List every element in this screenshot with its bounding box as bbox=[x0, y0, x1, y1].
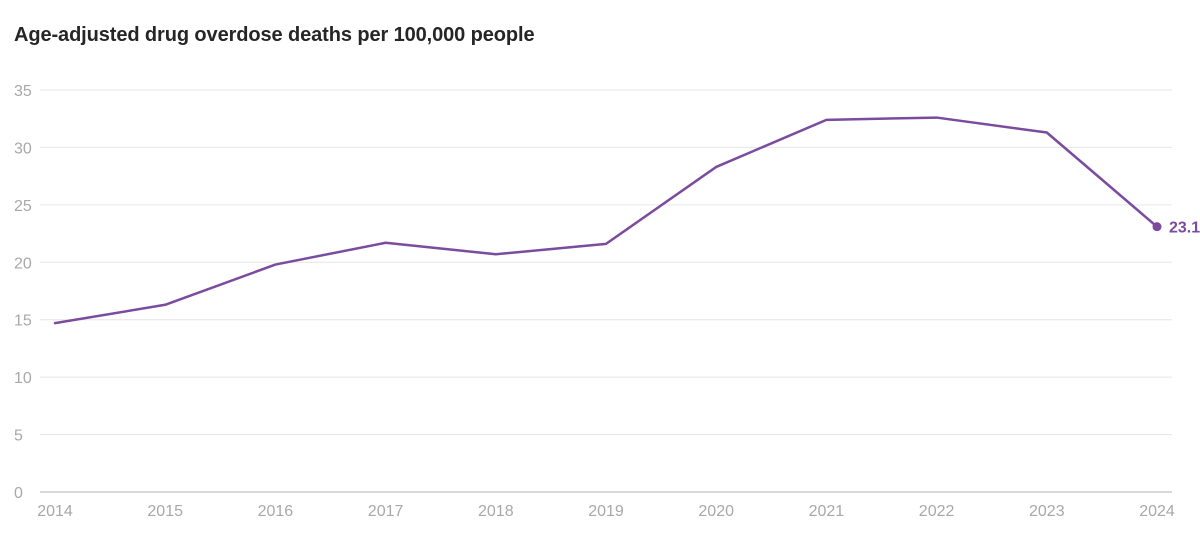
y-tick-label: 20 bbox=[14, 255, 32, 272]
series-line bbox=[53, 116, 1159, 325]
x-tick-label: 2023 bbox=[1029, 503, 1065, 520]
x-tick-label: 2017 bbox=[368, 503, 404, 520]
y-tick-label: 0 bbox=[14, 485, 23, 502]
y-tick-label: 25 bbox=[14, 198, 32, 215]
y-tick-label: 30 bbox=[14, 140, 32, 157]
x-tick-label: 2024 bbox=[1139, 503, 1175, 520]
x-axis-ticks: 2014 2015 2016 2017 2018 2019 2020 2021 2022 2023… bbox=[37, 503, 1175, 520]
x-tick-label: 2015 bbox=[147, 503, 183, 520]
y-axis-ticks: 0 5 10 15 20 25 30 35 bbox=[14, 83, 32, 502]
x-tick-label: 2014 bbox=[37, 503, 73, 520]
y-tick-label: 10 bbox=[14, 370, 32, 387]
x-tick-label: 2019 bbox=[588, 503, 624, 520]
y-tick-label: 15 bbox=[14, 313, 32, 330]
x-tick-label: 2020 bbox=[698, 503, 734, 520]
x-tick-label: 2018 bbox=[478, 503, 514, 520]
gridlines bbox=[40, 89, 1172, 493]
end-point-marker bbox=[1152, 222, 1162, 232]
x-tick-label: 2021 bbox=[809, 503, 845, 520]
y-tick-label: 35 bbox=[14, 83, 32, 100]
end-value-label: 23.1 bbox=[1169, 220, 1200, 237]
y-tick-label: 5 bbox=[14, 428, 23, 445]
x-tick-label: 2022 bbox=[919, 503, 955, 520]
x-tick-label: 2016 bbox=[258, 503, 294, 520]
chart-title: Age-adjusted drug overdose deaths per 10… bbox=[14, 24, 535, 46]
series-layer: 23.1 bbox=[53, 116, 1200, 325]
